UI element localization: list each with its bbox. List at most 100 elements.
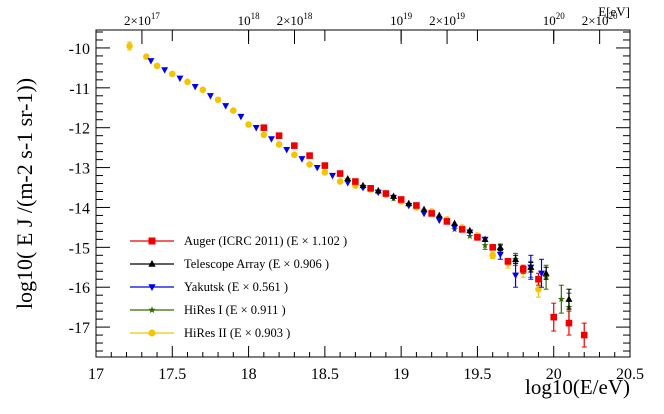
legend-marker [148, 284, 156, 292]
y-tick-label: -14 [69, 200, 90, 217]
data-point [336, 170, 344, 177]
data-point [168, 70, 176, 78]
legend-entry: Telescope Array (E × 0.906 ) [130, 257, 329, 271]
data-point [344, 174, 352, 182]
data-point [298, 156, 306, 163]
data-point [260, 124, 268, 132]
data-point [252, 125, 260, 132]
data-point [527, 263, 535, 270]
plot-frame [95, 29, 631, 358]
top-tick-label: 2×1018 [277, 11, 313, 28]
data-point [191, 83, 199, 91]
top-tick-exponent: 17 [151, 11, 161, 21]
top-tick-exponent: 18 [303, 11, 313, 21]
x-tick-label: 18 [241, 366, 257, 383]
top-tick-base: 10 [543, 13, 556, 28]
data-point [481, 235, 489, 242]
x-tick-label: 17.5 [158, 366, 186, 383]
top-tick-base: 10 [238, 13, 251, 28]
data-point [126, 42, 133, 50]
axis-ticks [95, 30, 631, 357]
top-tick-base: 2×10 [124, 13, 151, 28]
series-triangle-up [344, 174, 573, 310]
data-point [481, 241, 489, 249]
data-point [321, 162, 329, 169]
data-point [451, 219, 459, 227]
data-point [535, 275, 542, 283]
legend-marker [148, 329, 156, 337]
data-point [344, 180, 352, 187]
top-tick-base: 2×10 [429, 13, 456, 28]
legend-label: HiRes I (E × 0.911 ) [184, 303, 286, 317]
data-point [267, 136, 275, 143]
top-tick-label: 2×1017 [124, 11, 160, 28]
data-point [565, 319, 573, 327]
data-point [451, 224, 459, 232]
top-axis-label: E[eV] [598, 4, 630, 19]
legend-label: Yakutsk (E × 0.561 ) [184, 280, 288, 294]
x-tick-label: 17 [88, 366, 104, 383]
legend-entry: Auger (ICRC 2011) (E × 1.102 ) [130, 234, 347, 248]
y-tick-label: -12 [69, 121, 90, 138]
y-axis-label: log10( E J /(m-2 s-1 sr-1)) [12, 78, 37, 309]
data-point [435, 211, 443, 219]
data-point [542, 269, 550, 276]
data-point [313, 164, 321, 172]
data-point [184, 78, 191, 86]
data-point [161, 67, 169, 74]
top-tick-exponent: 19 [403, 11, 413, 21]
data-point [245, 121, 252, 128]
top-tick-base: 10 [390, 13, 403, 28]
series-square [260, 124, 588, 348]
data-point [367, 185, 374, 192]
data-point [512, 272, 520, 280]
x-tick-label: 19 [393, 366, 409, 383]
data-point [291, 151, 298, 159]
data-point [420, 210, 428, 218]
x-tick-label: 20 [546, 366, 562, 383]
data-point [496, 251, 504, 259]
legend-entry: HiRes I (E × 0.911 ) [130, 303, 286, 317]
data-point [435, 217, 443, 225]
data-point [519, 265, 527, 273]
data-point [237, 113, 245, 121]
data-marks [126, 41, 588, 348]
data-point [283, 146, 291, 154]
top-tick-exponent: 19 [456, 11, 466, 21]
data-point [466, 226, 474, 234]
data-point [496, 243, 504, 250]
top-tick-base: 2×10 [582, 13, 609, 28]
legend-marker [148, 259, 156, 267]
y-tick-label: -16 [69, 280, 90, 297]
top-tick-label: 1018 [238, 11, 260, 28]
data-point [153, 62, 161, 70]
top-tick-base: 2×10 [277, 13, 304, 28]
data-point [321, 169, 329, 176]
data-point [512, 255, 520, 262]
top-tick-label: 1020 [543, 11, 566, 28]
data-point [397, 196, 405, 203]
legend-entry: Yakutsk (E × 0.561 ) [130, 280, 288, 294]
data-point [504, 257, 512, 265]
data-point [147, 58, 155, 65]
data-point [550, 313, 558, 321]
data-point [275, 132, 283, 139]
y-tick-label: -10 [69, 41, 90, 58]
y-tick-label: -15 [69, 240, 90, 257]
data-point [275, 141, 283, 148]
data-point [443, 218, 451, 225]
legend-marker [148, 306, 156, 314]
legend-label: Telescope Array (E × 0.906 ) [184, 257, 329, 271]
data-point [428, 210, 435, 217]
data-point [374, 186, 382, 194]
data-point [222, 103, 230, 110]
data-point [538, 270, 545, 278]
data-point [291, 142, 298, 149]
y-tick-label: -13 [69, 161, 90, 178]
legend-marker [148, 237, 156, 245]
legend-entry: HiRes II (E × 0.903 ) [130, 326, 290, 340]
data-point [214, 96, 222, 104]
data-point [557, 295, 565, 303]
